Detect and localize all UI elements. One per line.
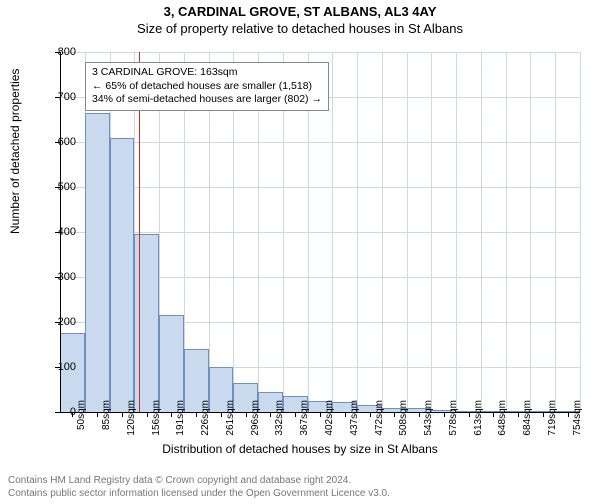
footer-line2: Contains public sector information licen… xyxy=(8,488,390,501)
footer-line1: Contains HM Land Registry data © Crown c… xyxy=(8,475,390,488)
ytick-label: 100 xyxy=(58,361,76,373)
xtick-label: 543sqm xyxy=(423,400,434,440)
ytick-label: 300 xyxy=(58,271,76,283)
ytick-label: 700 xyxy=(58,91,76,103)
annotation-line: 34% of semi-detached houses are larger (… xyxy=(92,93,322,107)
gridline-h xyxy=(60,142,580,143)
gridline-v xyxy=(407,52,408,412)
bar xyxy=(110,138,135,413)
gridline-v xyxy=(357,52,358,412)
gridline-h xyxy=(60,187,580,188)
gridline-h xyxy=(60,52,580,53)
bar xyxy=(85,113,110,412)
xtick-label: 226sqm xyxy=(200,400,211,440)
xtick-label: 85sqm xyxy=(101,400,112,440)
xtick-label: 156sqm xyxy=(151,400,162,440)
gridline-v xyxy=(530,52,531,412)
x-axis-label: Distribution of detached houses by size … xyxy=(0,442,600,456)
ytick-label: 600 xyxy=(58,136,76,148)
chart-area: 3 CARDINAL GROVE: 163sqm← 65% of detache… xyxy=(60,52,580,412)
xtick-label: 367sqm xyxy=(299,400,310,440)
gridline-v xyxy=(555,52,556,412)
annotation-line: 3 CARDINAL GROVE: 163sqm xyxy=(92,66,322,80)
footer-attribution: Contains HM Land Registry data © Crown c… xyxy=(8,475,390,500)
gridline-v xyxy=(431,52,432,412)
gridline-v xyxy=(332,52,333,412)
xtick-label: 402sqm xyxy=(324,400,335,440)
gridline-v xyxy=(481,52,482,412)
xtick-label: 719sqm xyxy=(547,400,558,440)
gridline-h xyxy=(60,232,580,233)
page-subtitle: Size of property relative to detached ho… xyxy=(0,21,600,36)
xtick-label: 578sqm xyxy=(448,400,459,440)
ytick-label: 800 xyxy=(58,46,76,58)
xtick-label: 120sqm xyxy=(126,400,137,440)
ytick-label: 500 xyxy=(58,181,76,193)
xtick-label: 508sqm xyxy=(398,400,409,440)
bar xyxy=(134,234,159,412)
plot-area: 3 CARDINAL GROVE: 163sqm← 65% of detache… xyxy=(60,52,580,412)
xtick-label: 437sqm xyxy=(349,400,360,440)
ytick-label: 400 xyxy=(58,226,76,238)
gridline-v xyxy=(456,52,457,412)
xtick-label: 472sqm xyxy=(374,400,385,440)
bar xyxy=(159,315,184,412)
y-axis-label: Number of detached properties xyxy=(8,69,22,234)
xtick-label: 296sqm xyxy=(250,400,261,440)
annotation-box: 3 CARDINAL GROVE: 163sqm← 65% of detache… xyxy=(85,62,329,111)
xtick-label: 613sqm xyxy=(473,400,484,440)
gridline-v xyxy=(506,52,507,412)
ytick-label: 200 xyxy=(58,316,76,328)
annotation-line: ← 65% of detached houses are smaller (1,… xyxy=(92,80,322,94)
xtick-label: 261sqm xyxy=(225,400,236,440)
xtick-label: 754sqm xyxy=(572,400,583,440)
page-title: 3, CARDINAL GROVE, ST ALBANS, AL3 4AY xyxy=(0,4,600,19)
gridline-v xyxy=(580,52,581,412)
xtick-label: 648sqm xyxy=(497,400,508,440)
xtick-label: 684sqm xyxy=(522,400,533,440)
gridline-v xyxy=(382,52,383,412)
xtick-label: 191sqm xyxy=(175,400,186,440)
xtick-label: 332sqm xyxy=(274,400,285,440)
xtick-label: 50sqm xyxy=(76,400,87,440)
